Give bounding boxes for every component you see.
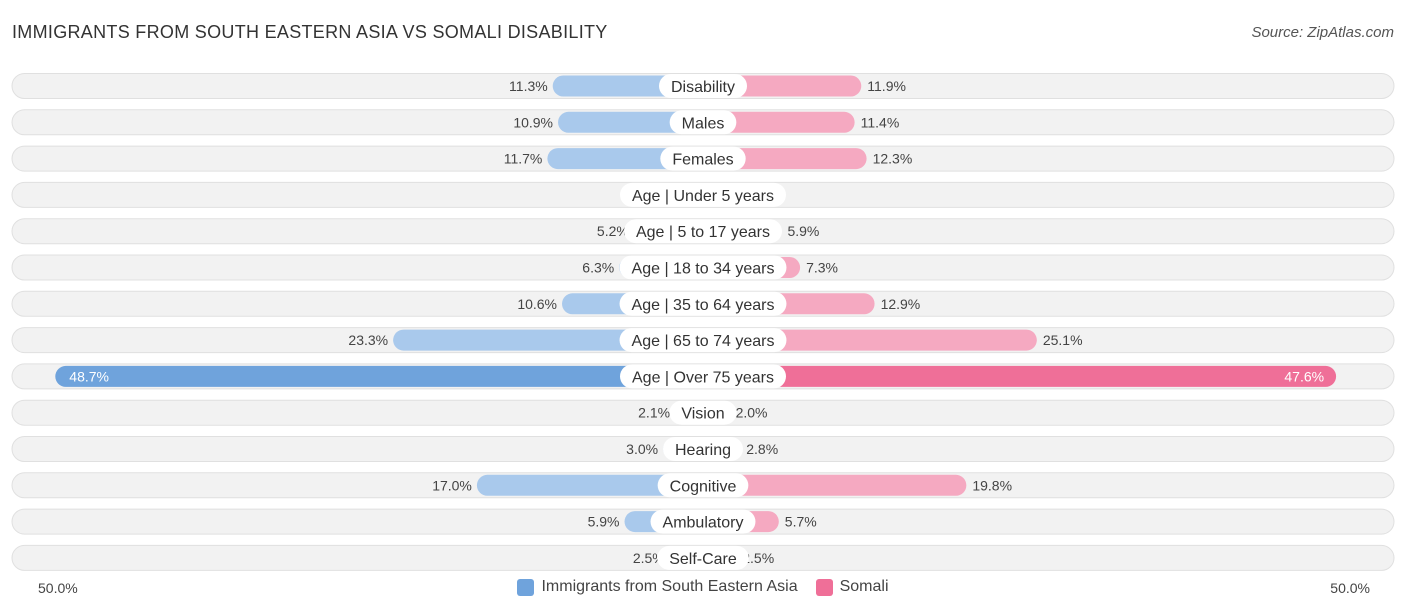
value-label-right: 7.3%: [806, 260, 838, 276]
bar-right: [703, 329, 1037, 351]
category-pill: [619, 182, 787, 207]
category-pill: [619, 291, 787, 316]
value-label-right: 2.5%: [742, 550, 774, 566]
category-label: Females: [672, 152, 733, 169]
category-pill: [660, 146, 746, 171]
value-label-left: 2.1%: [638, 405, 670, 421]
value-label-left: 23.3%: [348, 332, 388, 348]
category-label: Age | Under 5 years: [632, 188, 774, 205]
value-label-right: 11.4%: [861, 114, 900, 130]
value-label-left: 5.9%: [588, 514, 620, 530]
category-pill: [620, 364, 786, 389]
legend-item-right: Somali: [815, 578, 889, 596]
category-label: Self-Care: [669, 551, 737, 568]
category-label: Hearing: [675, 442, 731, 459]
category-label: Age | 5 to 17 years: [636, 224, 770, 241]
category-label: Age | 18 to 34 years: [632, 261, 775, 278]
legend-item-left: Immigrants from South Eastern Asia: [517, 578, 798, 596]
bar-right: [703, 365, 1337, 387]
value-label-right: 5.9%: [787, 223, 819, 239]
value-label-right: 12.9%: [881, 296, 921, 312]
value-label-left: 10.9%: [513, 114, 553, 130]
legend: Immigrants from South Eastern Asia Somal…: [0, 578, 1406, 596]
value-label-right: 12.3%: [873, 151, 913, 167]
diverging-bar-chart: 11.3% 11.9% Disability 10.9% 11.4% Males 11.7%…: [11, 73, 1395, 571]
category-pill: [669, 110, 737, 135]
category-label: Age | 35 to 64 years: [632, 297, 775, 314]
category-label: Vision: [681, 406, 724, 423]
axis-right-label: 50.0%: [1330, 580, 1370, 596]
category-pill: [657, 473, 749, 498]
category-pill: [623, 219, 783, 244]
value-label-right: 2.0%: [736, 405, 768, 421]
category-pill: [650, 509, 756, 534]
category-label: Cognitive: [670, 478, 737, 495]
bar-right: [703, 474, 967, 496]
category-pill: [669, 400, 737, 425]
legend-swatch-right: [815, 578, 833, 596]
category-label: Age | 65 to 74 years: [632, 333, 775, 350]
source-label: Source: ZipAtlas.com: [1251, 24, 1394, 41]
category-pill: [619, 255, 787, 280]
category-pill: [619, 328, 787, 353]
legend-label-left: Immigrants from South Eastern Asia: [541, 578, 798, 595]
value-label-left: 11.3%: [509, 78, 548, 94]
value-label-left: 17.0%: [432, 477, 472, 493]
bar-left: [55, 365, 704, 387]
value-label-right: 11.9%: [867, 78, 906, 94]
legend-swatch-left: [517, 578, 535, 596]
category-label: Age | Over 75 years: [632, 369, 774, 386]
value-label-right: 25.1%: [1043, 332, 1083, 348]
category-pill: [662, 437, 744, 461]
value-label-right: 19.8%: [972, 477, 1012, 493]
value-label-left: 5.2%: [597, 223, 629, 239]
category-label: Ambulatory: [663, 515, 744, 532]
bar-left: [558, 111, 703, 133]
legend-label-right: Somali: [839, 578, 889, 595]
value-label-left: 2.5%: [633, 550, 665, 566]
value-label-right: 47.6%: [1284, 368, 1324, 384]
value-label-left: 10.6%: [517, 296, 557, 312]
value-label-left: 3.0%: [626, 441, 658, 457]
axis-left-label: 50.0%: [38, 580, 78, 596]
category-pill: [658, 74, 748, 98]
bar-right: [703, 111, 855, 133]
category-label: Disability: [671, 79, 735, 96]
value-label-left: 48.7%: [69, 368, 109, 384]
value-label-left: 11.7%: [504, 151, 543, 167]
value-label-right: 2.8%: [746, 441, 778, 457]
category-pill: [657, 545, 749, 570]
value-label-left: 6.3%: [582, 260, 614, 276]
value-label-right: 5.7%: [785, 514, 817, 530]
chart-title: IMMIGRANTS FROM SOUTH EASTERN ASIA VS SO…: [12, 22, 608, 42]
category-label: Males: [682, 115, 725, 132]
bar-left: [476, 474, 703, 496]
